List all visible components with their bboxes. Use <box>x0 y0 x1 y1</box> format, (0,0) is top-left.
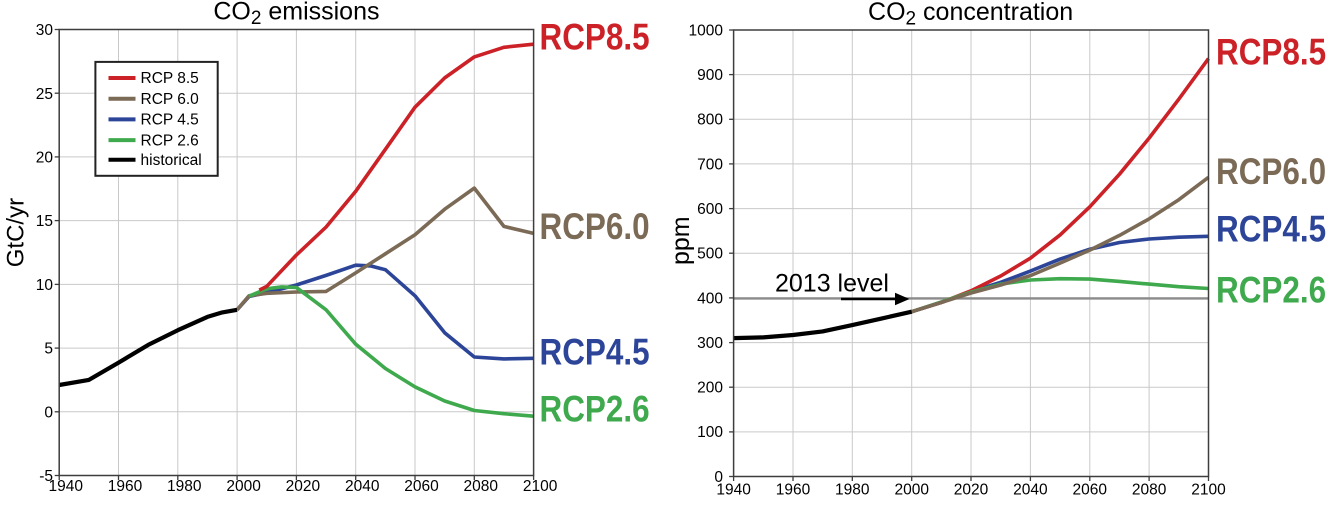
svg-text:1980: 1980 <box>167 478 202 495</box>
svg-text:2060: 2060 <box>1073 481 1108 498</box>
svg-text:RCP2.6: RCP2.6 <box>540 389 650 430</box>
svg-text:400: 400 <box>697 290 723 307</box>
svg-text:ppm: ppm <box>667 216 695 265</box>
svg-text:RCP4.5: RCP4.5 <box>540 332 650 373</box>
svg-text:RCP4.5: RCP4.5 <box>1216 209 1326 250</box>
svg-text:900: 900 <box>697 67 723 84</box>
svg-text:10: 10 <box>36 277 54 294</box>
svg-text:1940: 1940 <box>48 478 83 495</box>
svg-text:2020: 2020 <box>286 478 321 495</box>
svg-text:1980: 1980 <box>835 481 870 498</box>
svg-text:RCP2.6: RCP2.6 <box>1216 270 1326 311</box>
svg-text:800: 800 <box>697 112 723 129</box>
svg-text:15: 15 <box>36 213 53 230</box>
svg-text:CO2 emissions: CO2 emissions <box>213 0 379 29</box>
svg-text:0: 0 <box>44 404 53 421</box>
svg-text:2000: 2000 <box>226 478 261 495</box>
svg-text:RCP8.5: RCP8.5 <box>1216 32 1326 73</box>
svg-text:2100: 2100 <box>1191 481 1226 498</box>
svg-text:1940: 1940 <box>716 481 751 498</box>
svg-text:2020: 2020 <box>954 481 989 498</box>
svg-text:5: 5 <box>44 341 53 358</box>
svg-text:2040: 2040 <box>1013 481 1048 498</box>
svg-text:1960: 1960 <box>108 478 143 495</box>
svg-text:2080: 2080 <box>464 478 499 495</box>
svg-text:600: 600 <box>697 201 723 218</box>
svg-text:2100: 2100 <box>523 478 558 495</box>
svg-text:300: 300 <box>697 335 723 352</box>
svg-text:700: 700 <box>697 156 723 173</box>
svg-text:2060: 2060 <box>404 478 439 495</box>
svg-text:2040: 2040 <box>345 478 380 495</box>
svg-text:RCP6.0: RCP6.0 <box>1216 152 1326 193</box>
svg-text:RCP8.5: RCP8.5 <box>540 17 650 58</box>
svg-text:100: 100 <box>697 424 723 441</box>
svg-text:-5: -5 <box>39 468 53 485</box>
svg-text:0: 0 <box>714 469 723 486</box>
svg-text:RCP 2.6: RCP 2.6 <box>141 132 199 149</box>
svg-text:2000: 2000 <box>894 481 929 498</box>
svg-text:1000: 1000 <box>689 22 724 39</box>
svg-text:RCP 8.5: RCP 8.5 <box>141 70 199 87</box>
svg-text:200: 200 <box>697 380 723 397</box>
svg-text:CO2 concentration: CO2 concentration <box>868 0 1073 29</box>
svg-text:25: 25 <box>36 86 53 103</box>
svg-text:RCP 6.0: RCP 6.0 <box>141 91 200 108</box>
svg-text:500: 500 <box>697 246 723 263</box>
svg-text:historical: historical <box>141 152 202 169</box>
svg-text:RCP 4.5: RCP 4.5 <box>141 112 199 129</box>
svg-text:30: 30 <box>36 22 54 39</box>
svg-text:2013 level: 2013 level <box>775 270 889 298</box>
svg-text:2080: 2080 <box>1132 481 1167 498</box>
svg-text:RCP6.0: RCP6.0 <box>540 207 650 248</box>
svg-text:1960: 1960 <box>776 481 811 498</box>
svg-text:GtC/yr: GtC/yr <box>3 198 30 267</box>
svg-text:20: 20 <box>36 150 54 167</box>
